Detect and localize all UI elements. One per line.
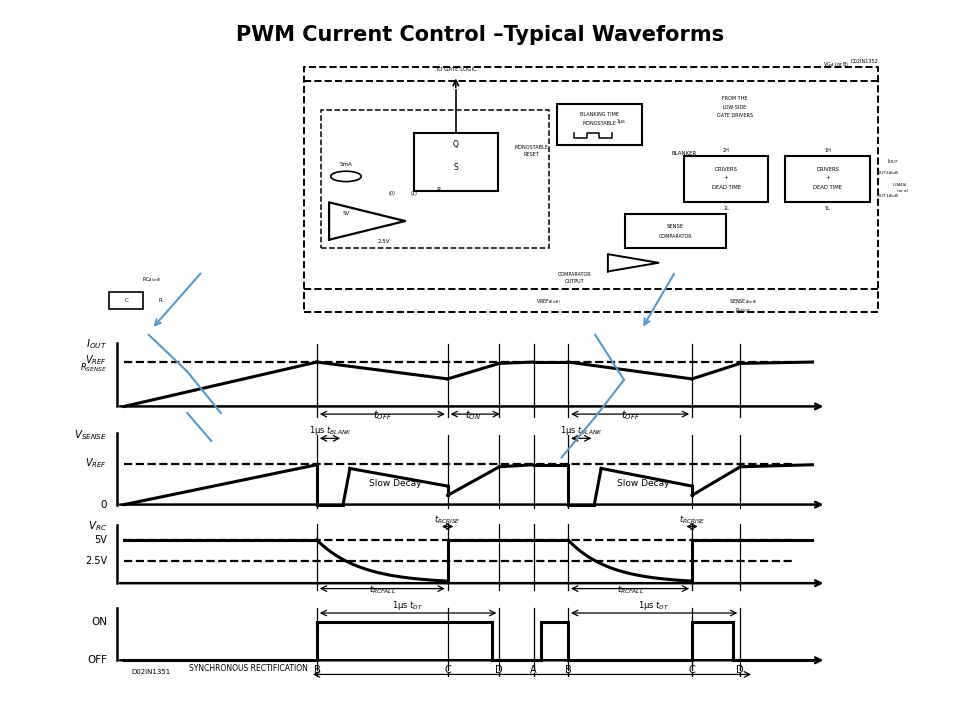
Text: RC$_{A(or B)}$: RC$_{A(or B)}$ — [142, 276, 161, 284]
Text: TO GATE LOGIC: TO GATE LOGIC — [435, 68, 477, 72]
Text: C: C — [444, 665, 451, 675]
Text: BLANKING TIME: BLANKING TIME — [580, 112, 619, 117]
Text: $V_{RC}$: $V_{RC}$ — [87, 520, 107, 534]
Text: $t_{RCRISE}$: $t_{RCRISE}$ — [434, 513, 461, 526]
Text: 1L: 1L — [825, 206, 830, 210]
Text: DEAD TIME: DEAD TIME — [813, 186, 842, 190]
Text: C: C — [125, 298, 129, 302]
Text: D02IN1352: D02IN1352 — [851, 59, 878, 63]
Text: DEAD TIME: DEAD TIME — [711, 186, 741, 190]
Text: $t_{RCRISE}$: $t_{RCRISE}$ — [679, 513, 706, 526]
Text: +: + — [724, 176, 729, 180]
Text: LOW-SIDE: LOW-SIDE — [723, 105, 747, 109]
Bar — [321, 110, 549, 248]
Text: GATE DRIVERS: GATE DRIVERS — [716, 114, 753, 118]
Text: $V_{REF}$: $V_{REF}$ — [85, 353, 107, 366]
Text: 2H: 2H — [723, 148, 730, 153]
Text: $t_{RCFALL}$: $t_{RCFALL}$ — [616, 584, 643, 596]
Text: 0: 0 — [101, 500, 107, 510]
Text: $t_{OFF}$: $t_{OFF}$ — [372, 408, 392, 422]
Text: OUTPUT: OUTPUT — [564, 279, 584, 284]
Text: B: B — [314, 665, 321, 675]
Text: DRIVERS: DRIVERS — [816, 167, 839, 171]
Text: SENSE$_{A(or B)}$: SENSE$_{A(or B)}$ — [729, 297, 757, 306]
Text: +: + — [826, 176, 829, 180]
Text: $I_{OUT}$: $I_{OUT}$ — [86, 338, 107, 351]
Bar — [684, 156, 768, 202]
Bar — [625, 214, 726, 248]
Bar — [303, 67, 878, 312]
Text: B: B — [564, 665, 571, 675]
Text: 5V: 5V — [343, 212, 349, 216]
Text: $t_{ON}$: $t_{ON}$ — [466, 408, 482, 422]
Text: 1H: 1H — [824, 148, 831, 153]
Text: I$_{OUT}$: I$_{OUT}$ — [887, 158, 900, 166]
Text: 2.5V: 2.5V — [84, 556, 107, 565]
Bar — [109, 292, 143, 309]
Text: D: D — [495, 665, 503, 675]
Text: OUT1$_{A(or B)}$: OUT1$_{A(or B)}$ — [876, 193, 900, 200]
Text: Q: Q — [453, 140, 459, 149]
Text: LOAD$_A$: LOAD$_A$ — [893, 181, 908, 189]
Text: (1): (1) — [410, 192, 417, 196]
Text: C: C — [688, 665, 695, 675]
Text: OUT2$_{A(or B)}$: OUT2$_{A(or B)}$ — [876, 170, 900, 177]
Text: SENSE: SENSE — [667, 225, 684, 229]
Text: COMPARATOR: COMPARATOR — [557, 272, 591, 276]
Text: $R_{SENSE}$: $R_{SENSE}$ — [80, 361, 107, 374]
Text: 1μs $t_{DT}$: 1μs $t_{DT}$ — [393, 599, 423, 612]
Text: D02IN1351: D02IN1351 — [132, 670, 170, 675]
Text: (or a): (or a) — [897, 189, 908, 193]
Text: 1μs $t_{BLANK}$: 1μs $t_{BLANK}$ — [308, 424, 351, 437]
Text: 1μs: 1μs — [616, 120, 625, 124]
Text: $t_{RCFALL}$: $t_{RCFALL}$ — [369, 584, 396, 596]
Text: OFF: OFF — [87, 655, 107, 665]
Bar — [414, 133, 498, 191]
Text: $t_{OFF}$: $t_{OFF}$ — [620, 408, 639, 422]
Text: A: A — [530, 665, 537, 675]
Text: ON: ON — [91, 616, 107, 626]
Text: D: D — [736, 665, 744, 675]
Text: (0): (0) — [389, 192, 396, 196]
Text: VG$_A$ (or B): VG$_A$ (or B) — [823, 60, 850, 68]
Text: 5mA: 5mA — [340, 163, 352, 167]
Bar — [785, 156, 870, 202]
Text: PWM Current Control –Typical Waveforms: PWM Current Control –Typical Waveforms — [236, 25, 724, 45]
Text: 5V: 5V — [94, 535, 107, 545]
Text: 1μs $t_{BLANK}$: 1μs $t_{BLANK}$ — [560, 424, 603, 437]
Text: 2L: 2L — [723, 206, 729, 210]
Text: BLANKER: BLANKER — [671, 151, 697, 156]
Text: SYNCHRONOUS RECTIFICATION: SYNCHRONOUS RECTIFICATION — [188, 664, 307, 672]
Text: DRIVERS: DRIVERS — [714, 167, 737, 171]
Text: R: R — [437, 187, 441, 192]
Text: FROM THE: FROM THE — [722, 96, 747, 101]
Text: COMPARATOR: COMPARATOR — [659, 235, 692, 239]
Text: Slow Decay: Slow Decay — [369, 479, 421, 488]
Text: MONOSTABLE: MONOSTABLE — [583, 121, 616, 125]
Bar — [557, 104, 641, 145]
Text: R$_{SENSE}$: R$_{SENSE}$ — [734, 306, 752, 315]
Text: $V_{SENSE}$: $V_{SENSE}$ — [74, 428, 107, 442]
Text: R: R — [158, 298, 162, 302]
Text: S: S — [453, 163, 458, 172]
Text: VREF$_{A(or B)}$: VREF$_{A(or B)}$ — [536, 297, 562, 306]
Text: 2.5V: 2.5V — [377, 239, 391, 243]
Text: $V_{REF}$: $V_{REF}$ — [85, 456, 107, 470]
Text: RESET: RESET — [524, 153, 540, 157]
Text: 1μs $t_{DT}$: 1μs $t_{DT}$ — [638, 599, 670, 612]
Text: MONOSTABLE: MONOSTABLE — [515, 145, 549, 150]
Text: Slow Decay: Slow Decay — [617, 479, 669, 488]
